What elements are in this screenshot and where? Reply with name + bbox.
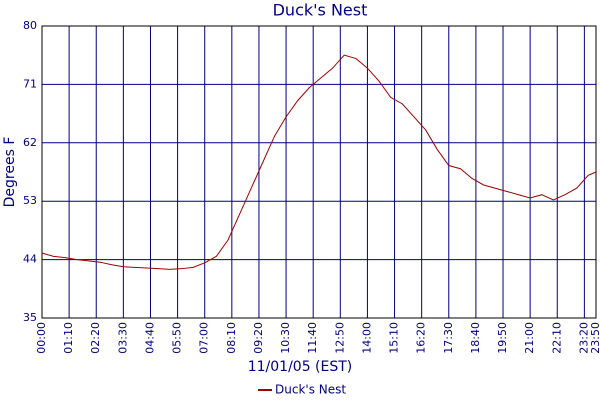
x-tick-label: 18:40 [469, 322, 482, 354]
x-tick-label: 05:50 [171, 322, 184, 354]
data-line [41, 54, 597, 270]
x-tick-label: 12:50 [333, 322, 346, 354]
x-tick-label: 23:50 [589, 322, 600, 354]
x-tick-label: 14:00 [360, 322, 373, 354]
x-tick-label: 08:10 [225, 322, 238, 354]
x-tick-label: 21:00 [523, 322, 536, 354]
x-tick-label: 02:20 [89, 322, 102, 354]
plot-border [41, 25, 597, 319]
x-tick-label: 16:20 [415, 322, 428, 354]
y-tick-label: 71 [23, 77, 37, 90]
legend-label: Duck's Nest [275, 383, 346, 397]
x-tick-label: 04:40 [143, 322, 156, 354]
y-axis-label: Degrees F [2, 137, 18, 208]
x-tick-label: 22:10 [550, 322, 563, 354]
x-axis-label: 11/01/05 (EST) [248, 359, 353, 375]
x-tick-label: 03:30 [116, 322, 129, 354]
chart-title: Duck's Nest [273, 1, 368, 20]
x-tick-label: 01:10 [62, 322, 75, 354]
y-tick-label: 53 [23, 194, 37, 207]
x-tick-label: 15:10 [388, 322, 401, 354]
y-tick-label: 80 [23, 19, 37, 32]
x-tick-label: 19:50 [496, 322, 509, 354]
x-tick-label: 10:30 [279, 322, 292, 354]
x-tick-label: 07:00 [198, 322, 211, 354]
x-tick-label: 11:40 [306, 322, 319, 354]
y-tick-label: 35 [23, 311, 37, 324]
x-tick-label: 17:30 [442, 322, 455, 354]
x-tick-label: 00:00 [35, 322, 48, 354]
x-tick-label: 09:20 [252, 322, 265, 354]
y-tick-label: 62 [23, 136, 37, 149]
y-tick-label: 44 [23, 253, 37, 266]
x-tick-label: 23:20 [577, 322, 590, 354]
